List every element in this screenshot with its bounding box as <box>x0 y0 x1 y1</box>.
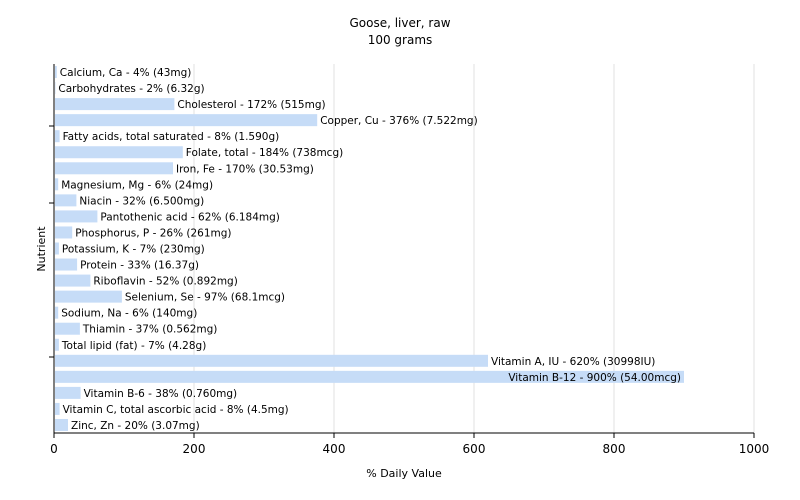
x-axis-title: % Daily Value <box>366 467 442 480</box>
bar-label: Potassium, K - 7% (230mg) <box>62 244 205 256</box>
bar-label: Iron, Fe - 170% (30.53mg) <box>176 163 314 175</box>
bar-label: Cholesterol - 172% (515mg) <box>177 99 325 111</box>
bar <box>55 98 175 111</box>
bar <box>55 242 59 255</box>
bar-label: Carbohydrates - 2% (6.32g) <box>58 83 204 95</box>
y-axis-title: Nutrient <box>35 226 48 272</box>
x-tick-label: 0 <box>50 442 58 456</box>
bar <box>55 178 59 191</box>
bar <box>55 226 73 239</box>
bar <box>55 338 59 351</box>
x-tick-label: 800 <box>603 442 626 456</box>
bar <box>55 418 68 431</box>
bar-label: Vitamin B-6 - 38% (0.760mg) <box>84 388 238 400</box>
bar-label: Vitamin C, total ascorbic acid - 8% (4.5… <box>63 404 289 416</box>
x-tick-label: 400 <box>323 442 346 456</box>
bar <box>55 162 173 175</box>
bar-labels: Calcium, Ca - 4% (43mg) Carbohydrates - 2… <box>58 67 681 432</box>
bar-label: Thiamin - 37% (0.562mg) <box>82 324 218 336</box>
bar <box>55 130 60 143</box>
bar <box>55 258 78 271</box>
bar-label: Total lipid (fat) - 7% (4.28g) <box>61 340 206 352</box>
x-tick-labels: 0 200 400 600 800 1000 <box>50 442 769 456</box>
bar <box>55 306 59 319</box>
bar-label: Magnesium, Mg - 6% (24mg) <box>61 179 213 191</box>
bar-label: Sodium, Na - 6% (140mg) <box>61 308 197 320</box>
bar-label: Vitamin A, IU - 620% (30998IU) <box>491 356 655 368</box>
bar <box>55 386 81 399</box>
bar <box>55 370 684 383</box>
x-tick-label: 600 <box>463 442 486 456</box>
x-tick-label: 200 <box>183 442 206 456</box>
bar <box>55 146 183 159</box>
x-tick-label: 1000 <box>739 442 770 456</box>
bar <box>55 194 77 207</box>
bar-label: Selenium, Se - 97% (68.1mcg) <box>125 292 285 304</box>
axes <box>49 64 755 438</box>
bar-label: Niacin - 32% (6.500mg) <box>79 195 204 207</box>
bar-label: Folate, total - 184% (738mcg) <box>186 147 343 159</box>
bar-label: Copper, Cu - 376% (7.522mg) <box>320 115 478 127</box>
bar-label: Zinc, Zn - 20% (3.07mg) <box>71 420 200 432</box>
bar <box>55 354 488 367</box>
chart-title: Goose, liver, raw <box>349 16 450 30</box>
bar-label: Fatty acids, total saturated - 8% (1.590… <box>63 131 280 143</box>
bar-label: Pantothenic acid - 62% (6.184mg) <box>100 211 279 223</box>
chart-subtitle: 100 grams <box>368 33 433 47</box>
bar <box>55 274 91 287</box>
bar-label: Riboflavin - 52% (0.892mg) <box>93 276 237 288</box>
bar <box>55 210 98 223</box>
bar <box>55 402 60 415</box>
bar <box>55 322 80 335</box>
bar <box>55 114 318 127</box>
bar-label: Vitamin B-12 - 900% (54.00mcg) <box>508 372 681 384</box>
bar-label: Protein - 33% (16.37g) <box>80 260 199 272</box>
bar <box>55 290 122 303</box>
bar-label: Phosphorus, P - 26% (261mg) <box>75 227 231 239</box>
bar <box>55 66 57 79</box>
bars <box>55 66 684 431</box>
bar-label: Calcium, Ca - 4% (43mg) <box>60 67 192 79</box>
